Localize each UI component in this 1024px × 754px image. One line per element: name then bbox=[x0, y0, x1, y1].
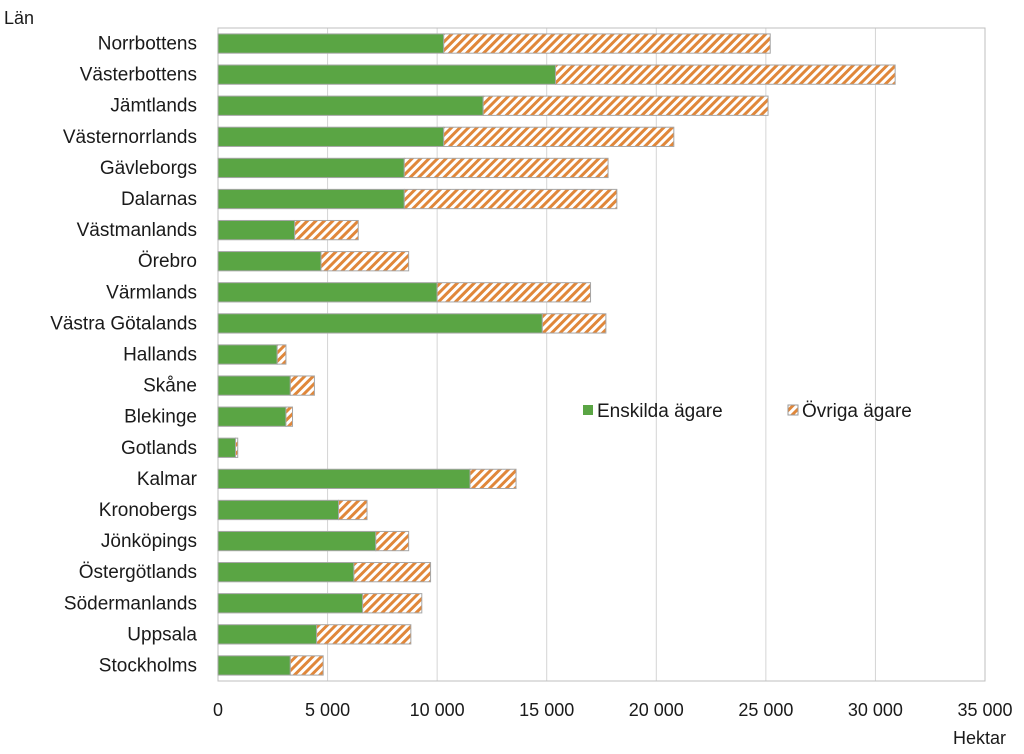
bar-ovriga-20 bbox=[289, 655, 324, 676]
bar-enskilda-7 bbox=[217, 251, 322, 272]
bar-ovriga-13 bbox=[235, 437, 239, 458]
bar-ovriga-12 bbox=[285, 406, 294, 427]
bar-ovriga-3 bbox=[443, 126, 675, 147]
bar-ovriga-9 bbox=[541, 313, 607, 334]
x-tick-labels: 0 5 000 10 000 15 000 20 000 25 000 30 000 35 0… bbox=[213, 700, 1013, 720]
bar-ovriga-11 bbox=[289, 375, 315, 396]
x-tick-label: 0 bbox=[213, 700, 223, 720]
bar-enskilda-11 bbox=[217, 375, 291, 396]
bar-enskilda-0 bbox=[217, 33, 445, 54]
x-tick-label: 10 000 bbox=[410, 700, 465, 720]
category-label: Skåne bbox=[143, 376, 197, 397]
category-label: Värmlands bbox=[106, 282, 197, 303]
category-label: Västerbottens bbox=[80, 65, 197, 86]
category-label: Hallands bbox=[123, 345, 197, 366]
bar-enskilda-3 bbox=[217, 126, 445, 147]
bar-enskilda-9 bbox=[217, 313, 543, 334]
x-tick-label: 5 000 bbox=[305, 700, 350, 720]
x-tick-label: 25 000 bbox=[738, 700, 793, 720]
x-tick-label: 35 000 bbox=[957, 700, 1012, 720]
legend-swatch-enskilda bbox=[583, 405, 593, 415]
category-label: Dalarnas bbox=[121, 189, 197, 210]
category-label: Blekinge bbox=[124, 407, 197, 428]
bar-ovriga-19 bbox=[316, 624, 412, 645]
bar-enskilda-19 bbox=[217, 624, 318, 645]
bar-ovriga-0 bbox=[443, 33, 771, 54]
bar-ovriga-4 bbox=[403, 157, 609, 179]
bar-enskilda-18 bbox=[217, 593, 364, 614]
category-label: Södermanlands bbox=[64, 593, 197, 614]
bar-ovriga-14 bbox=[469, 468, 517, 490]
category-label: Örebro bbox=[138, 251, 197, 272]
bar-enskilda-12 bbox=[217, 406, 287, 427]
bar-ovriga-8 bbox=[436, 282, 592, 303]
category-label: Östergötlands bbox=[79, 562, 197, 583]
category-label: Stockholms bbox=[99, 655, 197, 676]
category-label: Jönköpings bbox=[101, 531, 197, 552]
bar-ovriga-10 bbox=[276, 344, 287, 365]
category-label: Västra Götalands bbox=[50, 313, 197, 334]
x-tick-label: 20 000 bbox=[629, 700, 684, 720]
bar-ovriga-15 bbox=[338, 499, 368, 521]
bar-enskilda-1 bbox=[217, 64, 556, 85]
y-axis-title: Län bbox=[4, 8, 34, 28]
category-label: Jämtlands bbox=[110, 96, 197, 117]
bar-enskilda-4 bbox=[217, 157, 405, 179]
category-labels: Norrbottens Västerbottens Jämtlands Västern… bbox=[50, 34, 197, 677]
bar-enskilda-2 bbox=[217, 95, 484, 116]
bar-enskilda-15 bbox=[217, 499, 340, 521]
category-label: Gävleborgs bbox=[100, 158, 197, 179]
plot-area-border bbox=[217, 27, 986, 682]
category-label: Norrbottens bbox=[98, 34, 197, 55]
bars bbox=[217, 33, 896, 676]
bar-enskilda-8 bbox=[217, 282, 438, 303]
bar-ovriga-16 bbox=[375, 530, 410, 552]
legend-label-enskilda: Enskilda ägare bbox=[597, 401, 723, 422]
bar-ovriga-2 bbox=[482, 95, 769, 116]
bar-enskilda-5 bbox=[217, 188, 405, 210]
bar-enskilda-10 bbox=[217, 344, 278, 365]
bar-enskilda-14 bbox=[217, 468, 471, 490]
bar-ovriga-1 bbox=[554, 64, 896, 85]
legend-label-ovriga: Övriga ägare bbox=[802, 401, 912, 422]
gridlines bbox=[327, 28, 986, 681]
category-label: Kronobergs bbox=[99, 500, 197, 521]
bar-ovriga-7 bbox=[320, 251, 410, 272]
category-label: Kalmar bbox=[137, 469, 198, 490]
category-label: Gotlands bbox=[121, 438, 197, 459]
category-label: Västernorrlands bbox=[63, 127, 197, 148]
bar-enskilda-6 bbox=[217, 219, 296, 241]
x-tick-label: 15 000 bbox=[519, 700, 574, 720]
x-axis-title: Hektar bbox=[953, 728, 1006, 748]
bar-ovriga-5 bbox=[403, 188, 618, 210]
bar-enskilda-13 bbox=[217, 437, 237, 458]
legend-swatch-ovriga bbox=[787, 404, 799, 416]
bar-ovriga-6 bbox=[294, 219, 359, 241]
x-tick-label: 30 000 bbox=[848, 700, 903, 720]
bar-enskilda-17 bbox=[217, 562, 355, 583]
bar-enskilda-20 bbox=[217, 655, 291, 676]
bar-ovriga-18 bbox=[362, 593, 423, 614]
bar-enskilda-16 bbox=[217, 530, 377, 552]
category-label: Uppsala bbox=[127, 624, 197, 645]
category-label: Västmanlands bbox=[77, 220, 197, 241]
legend: Enskilda ägare Övriga ägare bbox=[583, 401, 912, 422]
bar-ovriga-17 bbox=[353, 562, 432, 583]
